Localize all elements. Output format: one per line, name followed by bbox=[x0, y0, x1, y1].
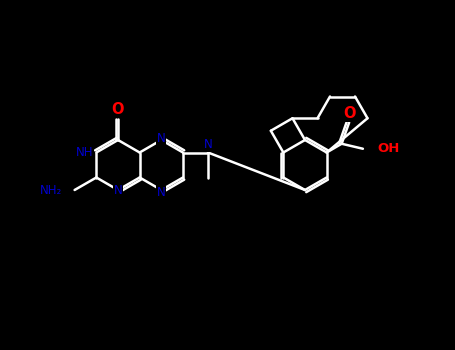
Text: N: N bbox=[114, 184, 122, 197]
Text: N: N bbox=[157, 132, 166, 145]
Text: O: O bbox=[112, 102, 124, 117]
Text: O: O bbox=[343, 106, 355, 121]
Text: NH: NH bbox=[76, 146, 93, 159]
Text: NH₂: NH₂ bbox=[40, 183, 63, 196]
Text: OH: OH bbox=[377, 142, 399, 155]
Text: N: N bbox=[157, 186, 166, 198]
Text: N: N bbox=[203, 138, 212, 151]
